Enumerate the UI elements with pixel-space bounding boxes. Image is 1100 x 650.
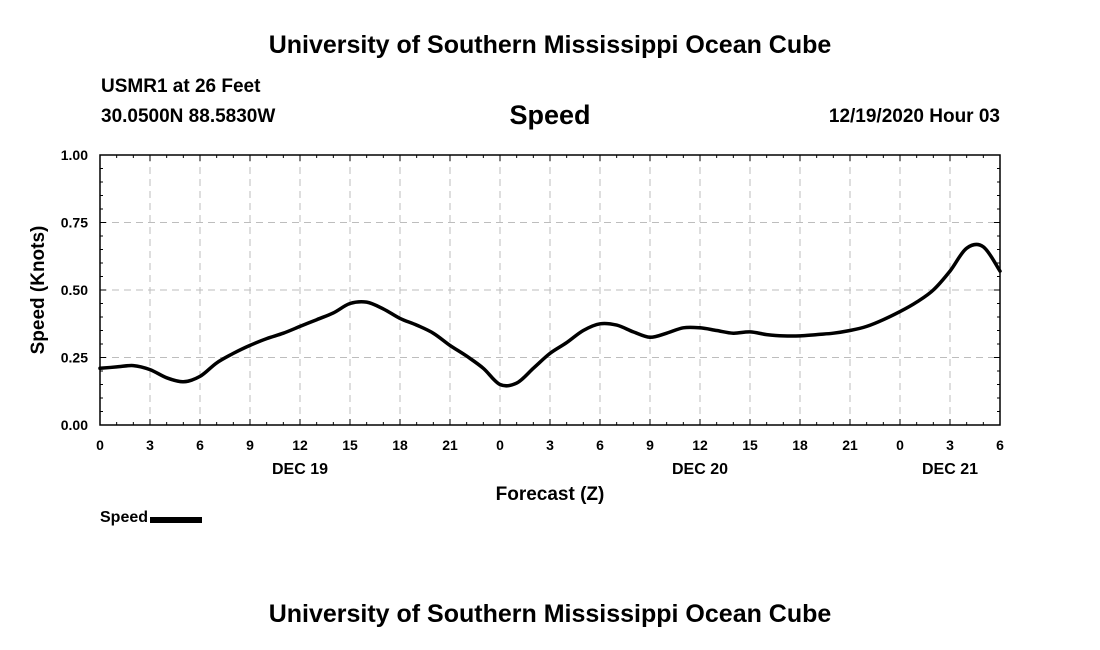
x-tick-label: 0 [496,437,504,453]
x-tick-label: 18 [792,437,808,453]
axis-ticks [99,154,1001,426]
page-title: University of Southern Mississippi Ocean… [268,31,832,59]
date-label: DEC 20 [672,461,728,478]
x-tick-label: 3 [546,437,554,453]
x-tick-label: 15 [342,437,358,453]
x-tick-label: 9 [246,437,254,453]
station-name: USMR1 at 26 Feet [101,76,261,97]
y-tick-label: 0.25 [61,350,88,366]
x-tick-label: 6 [596,437,604,453]
x-axis-title: Forecast (Z) [496,484,605,505]
y-axis-title: Speed (Knots) [28,226,49,355]
x-tick-label: 0 [96,437,104,453]
station-coordinates: 30.0500N 88.5830W [101,106,276,127]
y-tick-label: 0.00 [61,417,88,433]
y-tick-label: 0.50 [61,282,88,298]
grid [100,155,1000,425]
x-tick-label: 18 [392,437,408,453]
x-tick-label: 6 [996,437,1004,453]
footer-title: University of Southern Mississippi Ocean… [268,600,832,628]
speed-series-line [98,242,1002,388]
legend: Speed [100,509,203,527]
y-tick-label: 1.00 [61,147,88,163]
x-tick-label: 0 [896,437,904,453]
x-tick-label: 21 [442,437,458,453]
x-tick-label: 3 [146,437,154,453]
forecast-run-time: 12/19/2020 Hour 03 [828,106,1000,127]
date-label: DEC 19 [272,461,328,478]
legend-swatch [150,516,203,523]
date-label: DEC 21 [922,461,978,478]
axis-labels: 0 3 6 9 12 15 18 21 0 3 6 9 12 15 18 21 0 3 6 0.00 0.25 0.50 0… [61,147,1004,478]
x-tick-label: 12 [292,437,308,453]
x-tick-label: 21 [842,437,858,453]
x-tick-label: 6 [196,437,204,453]
legend-label: Speed [100,509,149,526]
x-tick-label: 15 [742,437,758,453]
x-tick-label: 3 [946,437,954,453]
y-tick-label: 0.75 [61,215,88,231]
chart-title: Speed [509,100,591,130]
x-tick-label: 9 [646,437,654,453]
x-tick-label: 12 [692,437,708,453]
